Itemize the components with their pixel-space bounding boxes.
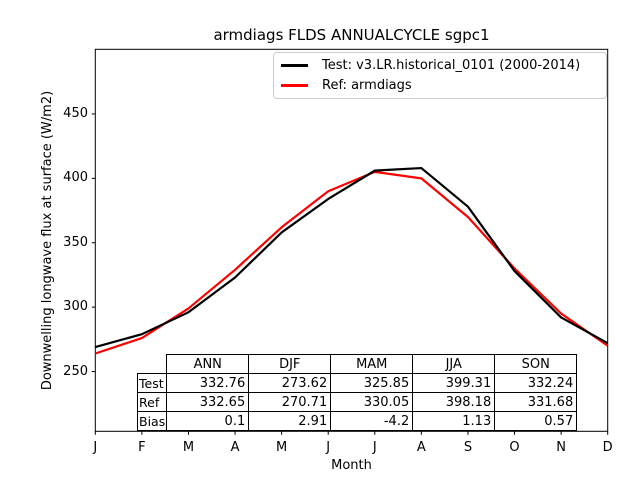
series-line-test [95, 166, 609, 349]
table-row: Ref 332.65 270.71 330.05 398.18 331.68 [136, 392, 578, 412]
y-tick-label: 400 [63, 170, 88, 186]
x-tick-label: J [93, 440, 98, 455]
table-cell: 273.62 [248, 373, 332, 393]
table-cell: 398.18 [412, 392, 496, 412]
axes-frame [94, 48, 609, 432]
table-cell: 330.05 [330, 392, 414, 412]
table-cell: 332.65 [166, 392, 250, 412]
y-tick-label: 450 [63, 105, 88, 121]
legend-line-sample-ref [281, 84, 308, 87]
table-cell: 0.1 [166, 411, 250, 431]
table-cell: 0.57 [494, 411, 578, 431]
x-tick-label: M [276, 440, 288, 455]
x-tick-label: F [138, 440, 146, 455]
table-cell: 270.71 [248, 392, 332, 412]
stats-table: ANN DJF MAM JJA SON Test 332.76 273.62 325.85 399… [136, 354, 578, 431]
legend-label-ref: Ref: armdiags [322, 78, 412, 94]
table-col-header: ANN [166, 354, 250, 374]
table-col-header: DJF [248, 354, 332, 374]
table-cell: 332.76 [166, 373, 250, 393]
series-line-ref [94, 170, 609, 355]
table-col-header: MAM [330, 354, 414, 374]
table-corner-cell [138, 355, 167, 374]
table-col-header: JJA [412, 354, 496, 374]
x-tick-label: A [416, 440, 426, 455]
legend-entry-ref: Ref: armdiags [281, 76, 599, 96]
table-col-header: SON [494, 354, 578, 374]
table-cell: 1.13 [412, 411, 496, 431]
y-tick-label: 350 [63, 234, 88, 250]
chart-title: armdiags FLDS ANNUALCYCLE sgpc1 [213, 26, 490, 44]
x-tick-label: S [463, 440, 473, 455]
legend-entry-test: Test: v3.LR.historical_0101 (2000-2014) [281, 55, 599, 75]
table-cell: -4.2 [330, 411, 414, 431]
legend-label-test: Test: v3.LR.historical_0101 (2000-2014) [322, 57, 581, 73]
x-tick-label: D [602, 440, 613, 455]
table-cell: 325.85 [330, 373, 414, 393]
x-axis-label: Month [331, 458, 372, 473]
table-row-header: Ref [136, 392, 168, 412]
table-cell: 2.91 [248, 411, 332, 431]
legend-line-sample-test [281, 64, 308, 67]
table-row-header: Bias [136, 411, 168, 431]
x-tick-label: N [556, 440, 566, 455]
y-tick-label: 300 [63, 299, 88, 315]
table-row-header: Test [136, 373, 168, 393]
table-cell: 399.31 [412, 373, 496, 393]
legend: Test: v3.LR.historical_0101 (2000-2014) … [273, 52, 607, 99]
table-cell: 332.24 [494, 373, 578, 393]
x-tick-label: A [230, 440, 240, 455]
x-tick-label: O [509, 440, 520, 455]
x-tick-label: M [182, 440, 195, 455]
table-row: Test 332.76 273.62 325.85 399.31 332.24 [136, 373, 578, 393]
x-tick-label: J [326, 440, 331, 455]
x-tick-label: J [372, 440, 377, 455]
table-cell: 331.68 [494, 392, 578, 412]
table-row: Bias 0.1 2.91 -4.2 1.13 0.57 [136, 411, 578, 431]
y-tick-label: 250 [63, 363, 88, 379]
